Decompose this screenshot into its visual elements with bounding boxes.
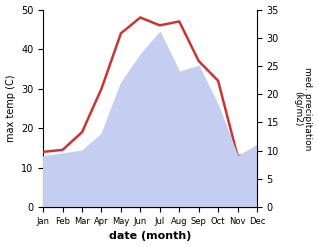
Y-axis label: max temp (C): max temp (C) xyxy=(5,75,16,142)
Y-axis label: med. precipitation
(kg/m2): med. precipitation (kg/m2) xyxy=(293,67,313,150)
X-axis label: date (month): date (month) xyxy=(109,231,191,242)
